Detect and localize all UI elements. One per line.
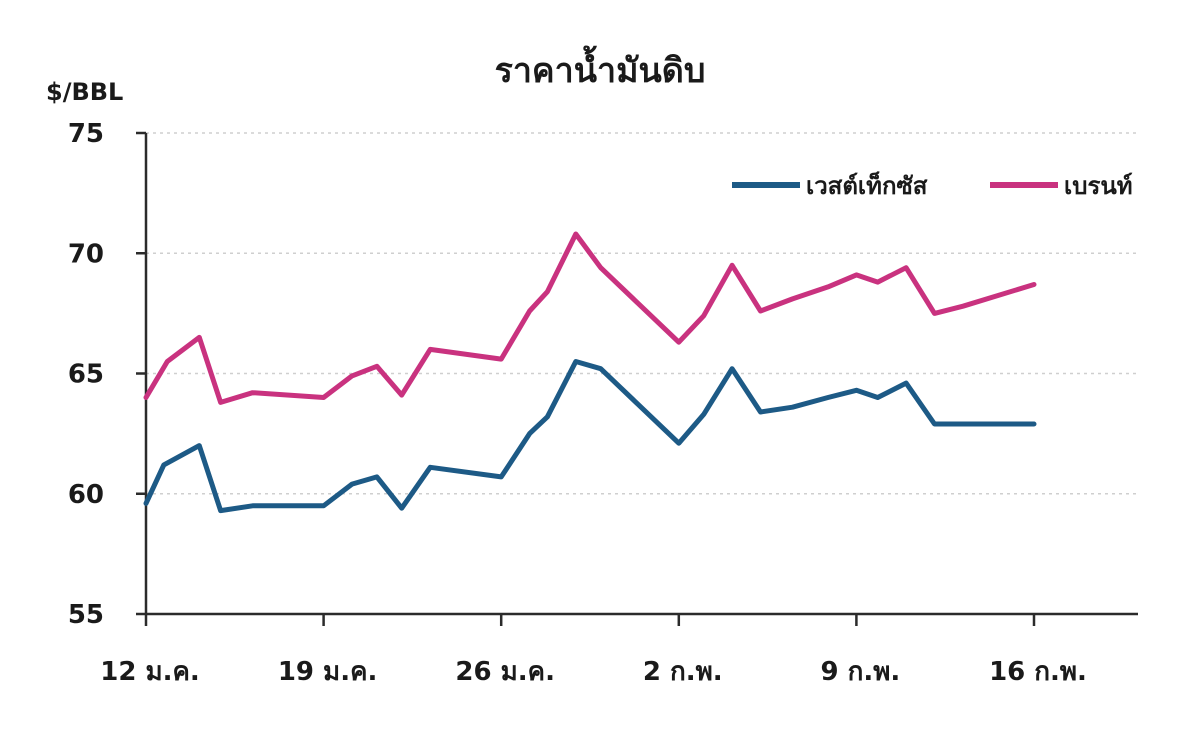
y-tick-label-75: 75 [68, 119, 104, 149]
y-axis-unit-label: $/BBL [46, 78, 123, 106]
series-line-1 [143, 231, 1037, 405]
chart-title: ราคาน้ำมันดิบ [495, 45, 706, 91]
legend: เวสต์เท็กซัส เบรนท์ [732, 171, 1133, 200]
legend-label-west-texas: เวสต์เท็กซัส [806, 171, 928, 200]
series-line-0 [143, 359, 1037, 514]
series-lines [143, 231, 1037, 514]
x-tick-labels: 12 ม.ค. 19 ม.ค. 26 ม.ค. 2 ก.พ. 9 ก.พ. 16 ก.พ. [100, 614, 1087, 687]
y-tick-labels: 55 60 65 70 75 [68, 119, 146, 630]
gridlines [146, 132, 1138, 495]
x-tick-label-3: 2 ก.พ. [643, 657, 723, 687]
y-tick-label-55: 55 [68, 600, 104, 630]
legend-label-brent: เบรนท์ [1064, 172, 1133, 200]
x-tick-label-1: 19 ม.ค. [278, 657, 378, 687]
y-tick-label-65: 65 [68, 360, 104, 390]
x-tick-label-0: 12 ม.ค. [100, 657, 200, 687]
x-tick-label-5: 16 ก.พ. [989, 657, 1087, 687]
x-tick-label-2: 26 ม.ค. [455, 657, 555, 687]
y-tick-label-60: 60 [68, 480, 104, 510]
y-tick-label-70: 70 [68, 239, 104, 269]
x-tick-label-4: 9 ก.พ. [821, 657, 901, 687]
